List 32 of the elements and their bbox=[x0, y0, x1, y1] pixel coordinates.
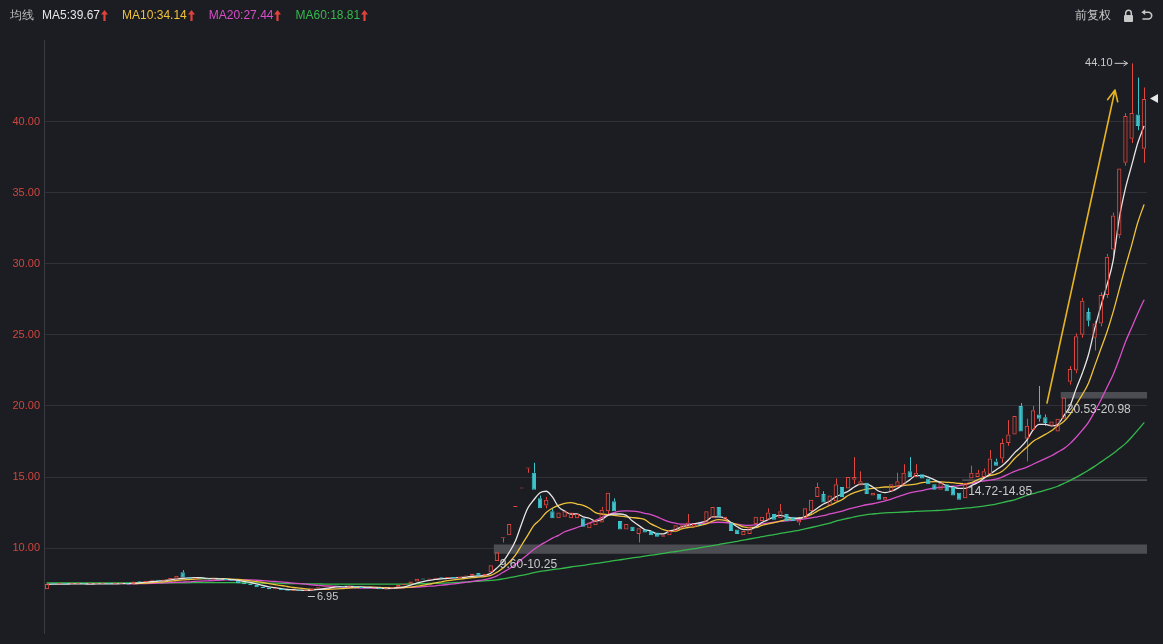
line-series bbox=[46, 125, 1145, 592]
candlestick bbox=[617, 521, 623, 530]
candlestick bbox=[950, 486, 956, 496]
legend-title: 均线 bbox=[10, 6, 34, 24]
line-series bbox=[126, 299, 1145, 589]
candlestick bbox=[932, 484, 937, 490]
y-tick-label: 10.00 bbox=[12, 541, 40, 554]
candlestick bbox=[180, 569, 185, 578]
y-tick-label: 25.00 bbox=[12, 327, 40, 340]
candlestick bbox=[476, 572, 481, 576]
candlestick bbox=[654, 532, 660, 537]
band-label: 14.72-14.85 bbox=[968, 484, 1033, 499]
text: 前复权 bbox=[1075, 7, 1111, 22]
text: MA5:39.67 bbox=[42, 8, 101, 22]
candlestick bbox=[1037, 385, 1042, 423]
annotation: 6.95 bbox=[316, 589, 339, 602]
y-tick-label: 30.00 bbox=[12, 256, 40, 269]
text: MA20:27.44 bbox=[208, 8, 274, 22]
candlestick bbox=[784, 513, 789, 522]
text: MA10:34.14 bbox=[122, 8, 187, 22]
y-tick-label: 15.00 bbox=[12, 470, 40, 483]
y-tick-label: 20.00 bbox=[12, 398, 40, 411]
candlestick bbox=[630, 526, 635, 532]
annotation: 44.10 bbox=[1085, 56, 1113, 69]
text: MA60:18.81 bbox=[295, 8, 361, 22]
candlestick bbox=[1086, 307, 1091, 327]
y-tick-label: 40.00 bbox=[12, 114, 40, 127]
line-series bbox=[46, 422, 1145, 585]
candlestick bbox=[864, 482, 869, 495]
y-tick-label: 35.00 bbox=[12, 185, 40, 198]
candlestick bbox=[821, 490, 826, 503]
candlestick bbox=[581, 518, 586, 527]
